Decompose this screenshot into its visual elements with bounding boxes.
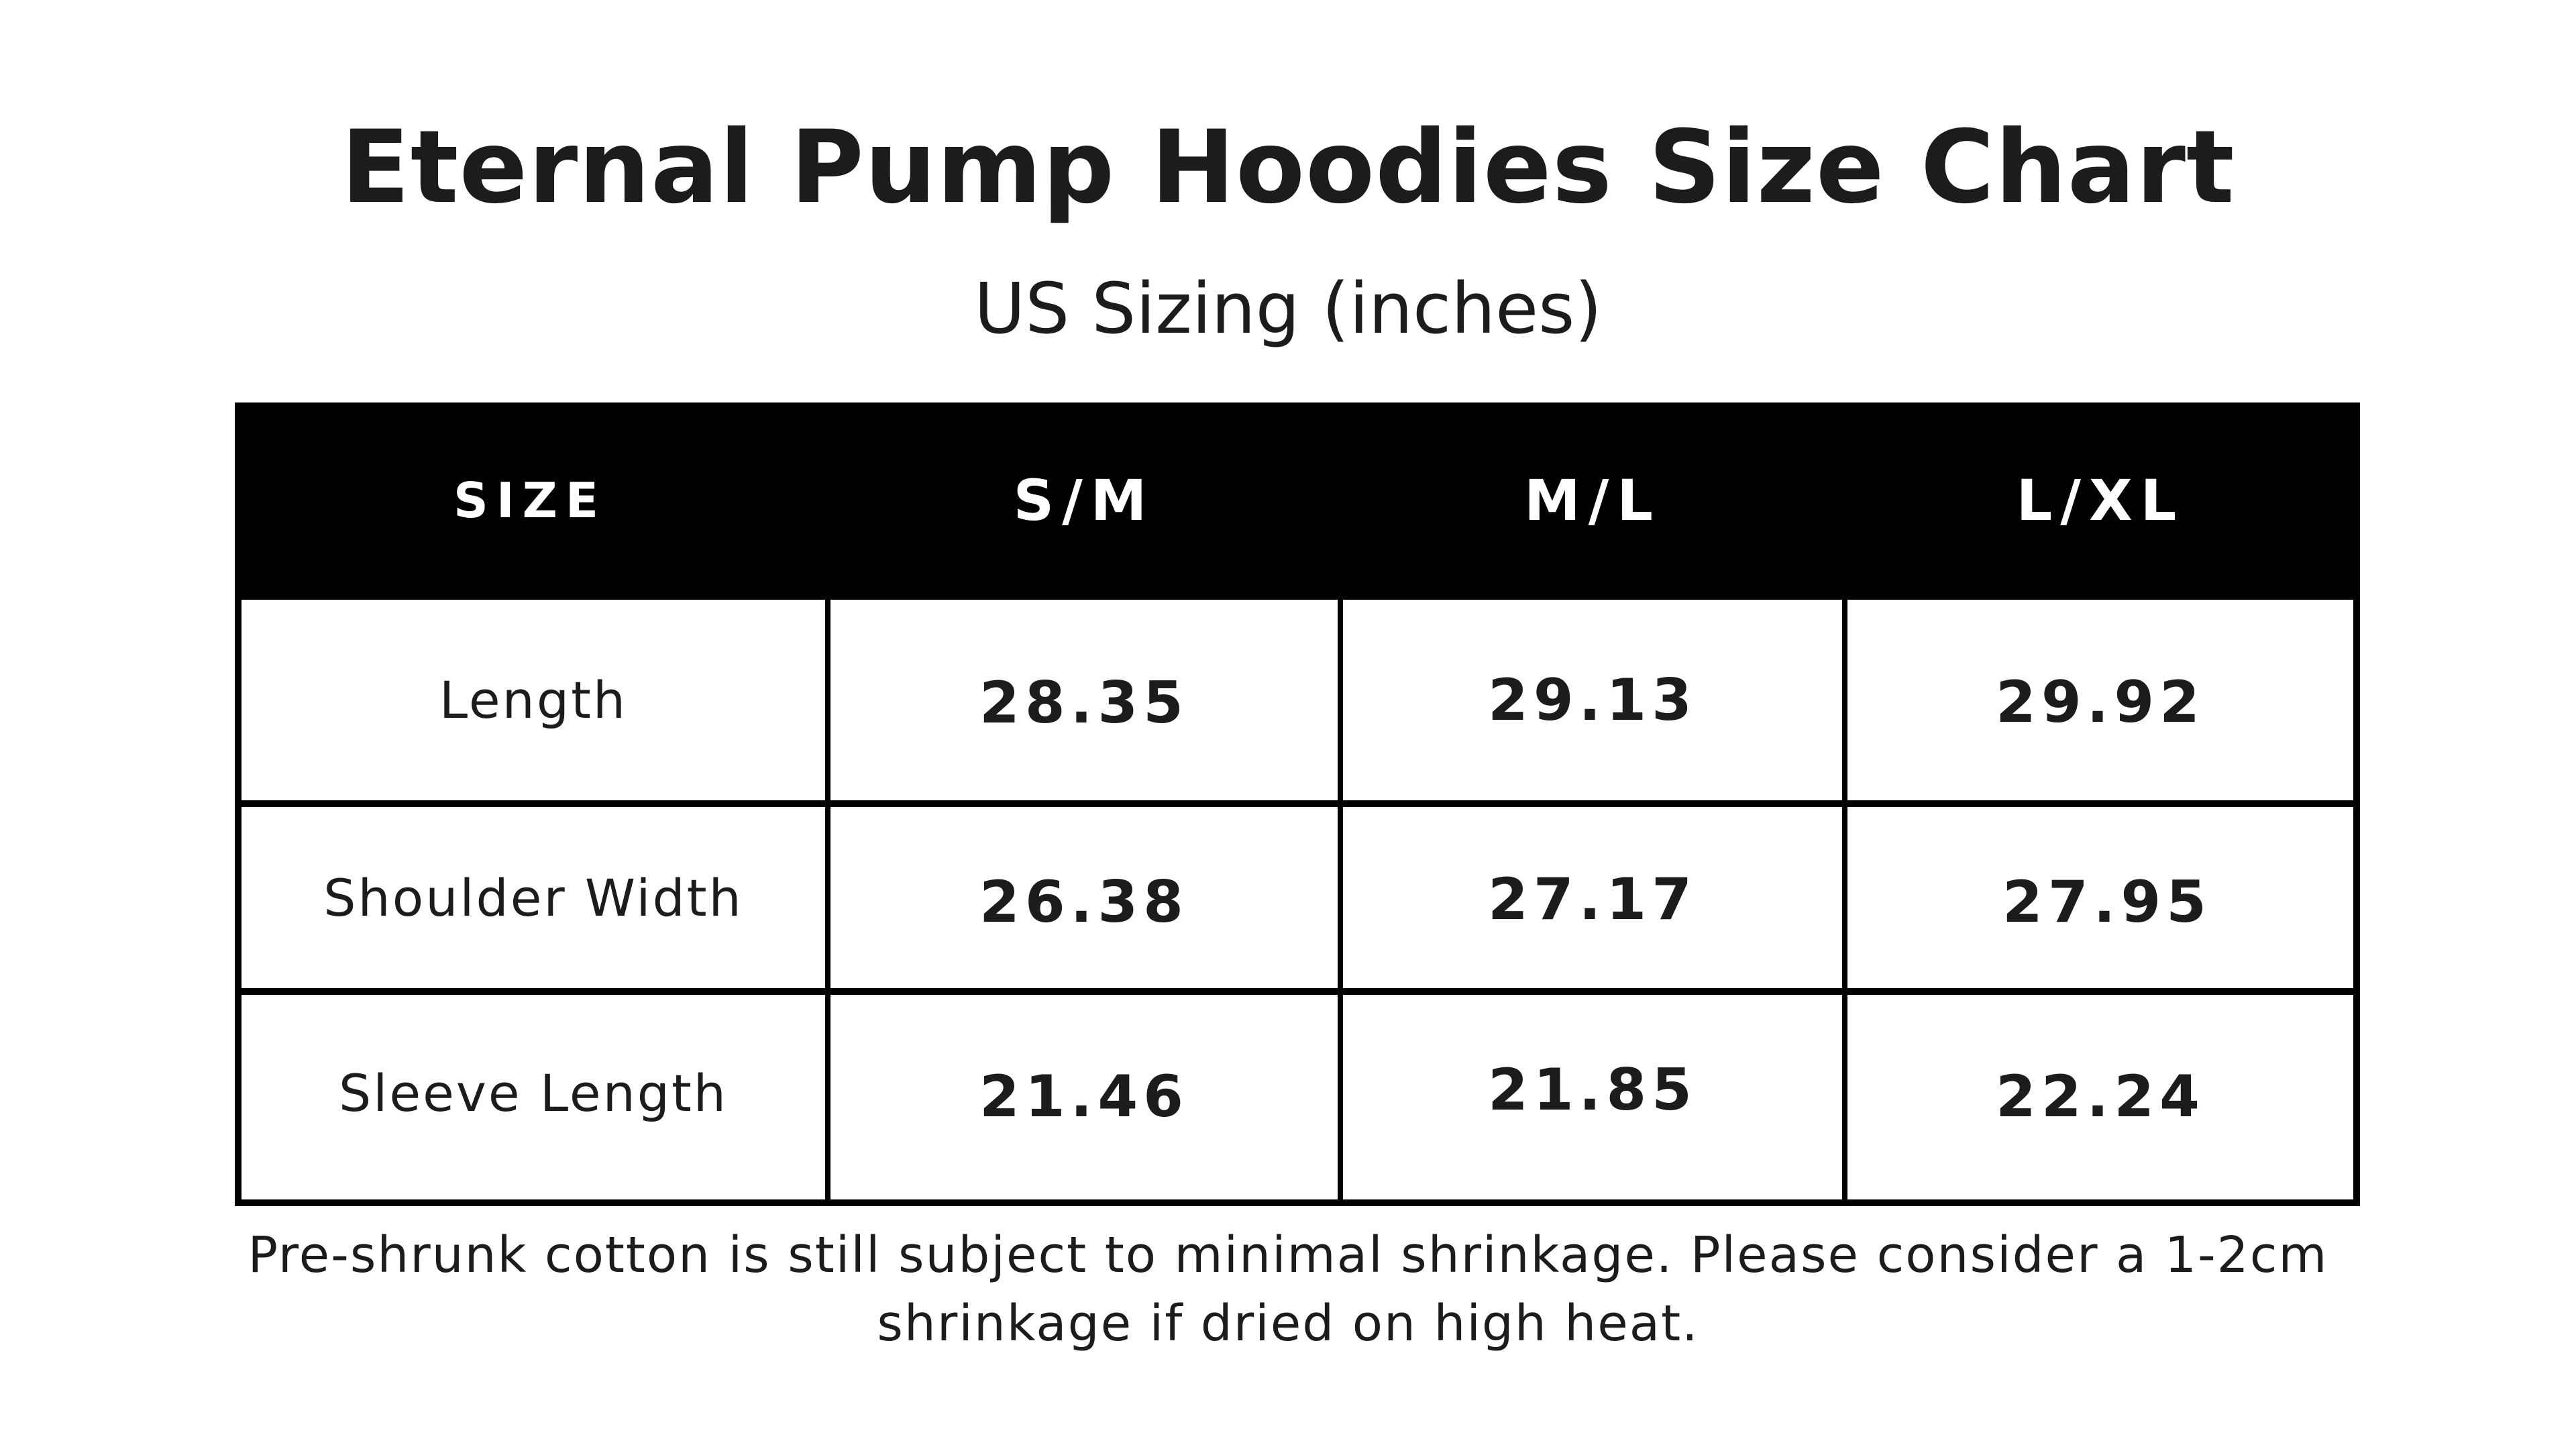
header-cell-s-m: S/M <box>1013 468 1155 533</box>
table-header-row: SIZE S/M M/L L/XL <box>235 402 2360 598</box>
table-cell: 21.85 <box>1343 995 1842 1199</box>
page-subtitle: US Sizing (inches) <box>974 268 1602 350</box>
row-label: Length <box>439 670 628 730</box>
table-cell: 22.24 <box>1847 995 2353 1199</box>
value-sleeve-length-s-m: 21.46 <box>979 1063 1189 1130</box>
value-shoulder-width-l-xl: 27.95 <box>2002 869 2212 936</box>
table-cell: 29.13 <box>1343 600 1842 800</box>
value-sleeve-length-l-xl: 22.24 <box>1995 1063 2206 1130</box>
table-cell: 26.38 <box>830 807 1338 988</box>
table-cell: 28.35 <box>830 600 1338 800</box>
table-row-label-sleeve-length: Sleeve Length <box>241 995 825 1199</box>
value-shoulder-width-m-l: 27.17 <box>1487 866 1698 933</box>
header-cell-l-xl: L/XL <box>2016 468 2185 533</box>
value-shoulder-width-s-m: 26.38 <box>979 869 1189 936</box>
table-cell: 27.17 <box>1343 807 1842 988</box>
table-cell: 27.95 <box>1847 807 2353 988</box>
row-label: Sleeve Length <box>339 1063 728 1123</box>
value-length-l-xl: 29.92 <box>1995 668 2206 736</box>
header-cell-m-l: M/L <box>1524 468 1661 533</box>
size-chart-table: SIZE S/M M/L L/XL Length 28.35 29.13 29.… <box>235 402 2360 1206</box>
shrinkage-note-line-1: Pre-shrunk cotton is still subject to mi… <box>248 1226 2328 1284</box>
value-length-s-m: 28.35 <box>979 669 1189 737</box>
table-row-label-shoulder-width: Shoulder Width <box>241 807 825 988</box>
shrinkage-note-line-2: shrinkage if dried on high heat. <box>877 1295 1699 1352</box>
value-sleeve-length-m-l: 21.85 <box>1487 1056 1698 1124</box>
table-cell: 21.46 <box>830 995 1338 1199</box>
page-title: Eternal Pump Hoodies Size Chart <box>341 109 2235 226</box>
header-cell-size: SIZE <box>453 472 607 529</box>
shrinkage-note: Pre-shrunk cotton is still subject to mi… <box>0 1221 2576 1358</box>
value-length-m-l: 29.13 <box>1487 666 1698 734</box>
table-row-label-length: Length <box>241 600 825 800</box>
table-cell: 29.92 <box>1847 600 2353 800</box>
row-label: Shoulder Width <box>323 867 743 928</box>
